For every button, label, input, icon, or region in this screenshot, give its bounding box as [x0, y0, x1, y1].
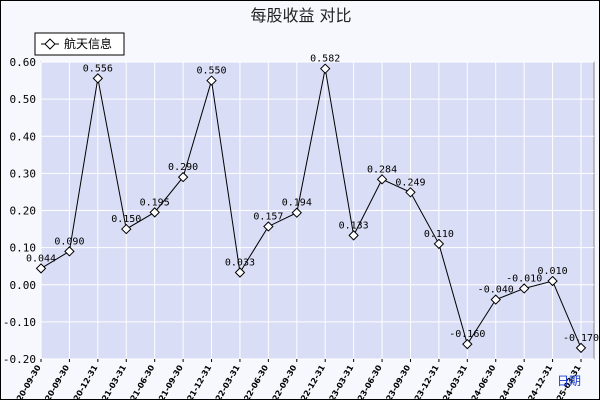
data-label: -0.160	[449, 329, 485, 340]
data-point-marker	[376, 174, 388, 185]
data-labels: 0.044 0.090 0.556 0.150 0.195 0.290 0.550 0.033…	[26, 54, 599, 344]
data-label: 0.090	[54, 236, 84, 247]
x-tick-label: 2024-09-30	[493, 363, 527, 399]
data-point-marker	[348, 230, 359, 241]
x-tick-label: 2023-09-30	[379, 363, 413, 399]
data-point-marker	[149, 207, 160, 218]
chart-title: 每股收益 对比	[250, 6, 351, 25]
y-tick-label: 0.30	[10, 167, 37, 180]
data-label: 0.550	[196, 66, 226, 77]
data-label: 0.010	[538, 266, 568, 277]
y-tick-label: -0.10	[3, 316, 36, 329]
x-tick-label: 2020-09-30	[38, 363, 72, 399]
data-point-marker	[35, 263, 47, 274]
data-label: 0.157	[253, 211, 283, 222]
data-label: 0.194	[282, 198, 312, 209]
x-axis-label: 日期	[557, 374, 581, 388]
data-point-marker	[575, 342, 587, 354]
data-label: 0.033	[225, 257, 255, 268]
y-axis-ticks: 0.60 0.50 0.40 0.30 0.20 0.10 0.00 -0.10 -0.20	[3, 56, 36, 366]
data-label: 0.150	[111, 214, 141, 225]
x-tick-label: 2023-03-31	[322, 363, 356, 399]
x-tick-label: 2021-06-30	[123, 363, 157, 399]
x-tick-label: 2023-12-31	[407, 363, 441, 399]
data-label: -0.010	[506, 273, 542, 284]
y-tick-label: 0.10	[10, 242, 37, 255]
data-label: 0.556	[83, 63, 113, 74]
data-label: -0.170	[563, 333, 599, 344]
data-point-marker	[263, 221, 274, 232]
legend-label: 航天信息	[64, 36, 112, 51]
series-group	[35, 63, 587, 354]
legend-diamond-marker	[44, 38, 56, 50]
data-point-marker	[92, 73, 104, 84]
data-label: -0.040	[478, 285, 514, 296]
data-point-marker	[433, 238, 445, 250]
x-tick-label: 2021-03-31	[95, 363, 129, 399]
data-label: 0.133	[339, 220, 369, 231]
data-label: 0.284	[367, 164, 397, 175]
y-tick-label: 0.50	[10, 93, 37, 106]
x-tick-label: 2020-09-30	[9, 363, 43, 399]
data-label: 0.195	[140, 197, 170, 208]
x-tick-label: 2022-03-31	[208, 363, 242, 399]
data-label: 0.110	[424, 229, 454, 240]
legend-box	[34, 32, 125, 56]
data-label: 0.290	[168, 162, 198, 173]
y-tick-label: -0.20	[3, 353, 36, 366]
data-point-marker	[405, 187, 416, 198]
series-line	[40, 68, 582, 349]
x-tick-label: 2022-06-30	[237, 363, 271, 399]
x-tick-label: 2023-06-30	[350, 363, 384, 399]
x-tick-label: 2024-12-31	[521, 363, 555, 399]
data-point-marker	[490, 294, 501, 305]
x-tick-label: 2021-12-31	[180, 363, 214, 399]
y-tick-label: 0.40	[10, 130, 37, 143]
data-point-marker	[64, 246, 75, 257]
data-point-marker	[234, 267, 246, 278]
x-tick-label: 2024-03-31	[436, 363, 470, 399]
data-label: 0.582	[310, 54, 340, 65]
data-label: 0.044	[26, 253, 56, 264]
data-point-marker	[462, 338, 473, 350]
y-tick-label: 0.20	[10, 205, 37, 218]
data-label: 0.249	[395, 177, 425, 188]
legend: 航天信息	[34, 32, 125, 56]
x-tick-label: 2024-06-30	[464, 363, 498, 399]
data-point-marker	[177, 171, 189, 183]
data-point-marker	[547, 275, 558, 287]
data-point-marker	[291, 207, 302, 218]
x-tick-label: 2020-12-31	[66, 363, 100, 399]
x-tick-label: 2022-12-31	[294, 363, 328, 399]
data-point-marker	[121, 223, 132, 235]
y-tick-label: 0.00	[10, 279, 37, 292]
data-point-marker	[320, 63, 331, 74]
x-tick-label: 2022-09-30	[265, 363, 299, 399]
data-point-marker	[206, 75, 217, 86]
y-tick-label: 0.60	[10, 56, 37, 69]
data-point-marker	[518, 283, 530, 294]
x-axis-ticks: 2020-09-302020-09-302020-12-312021-03-31…	[9, 359, 583, 399]
x-tick-label: 2021-09-30	[151, 363, 185, 399]
